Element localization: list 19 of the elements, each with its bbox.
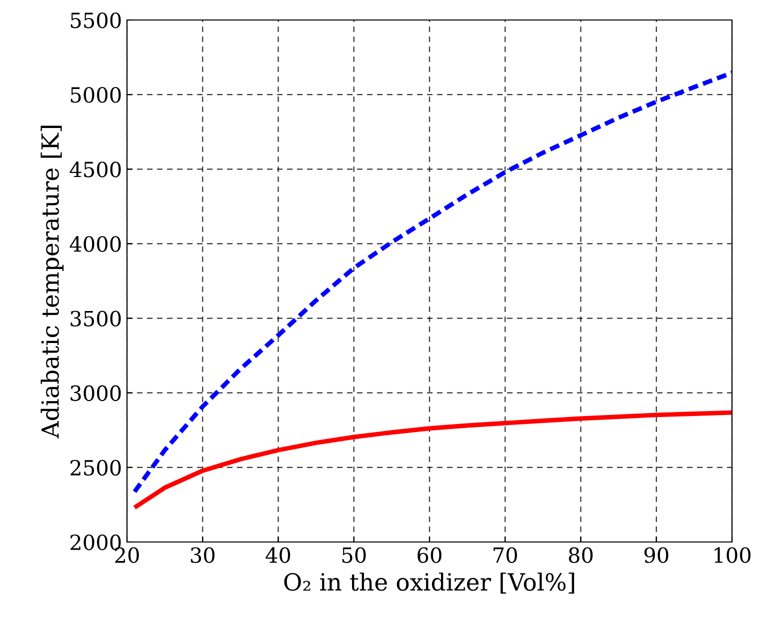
x-tick-label: 40 [266, 547, 290, 563]
x-tick-label: 50 [342, 547, 366, 563]
y-tick-label: 3500 [70, 310, 121, 326]
line-series [132, 70, 732, 494]
y-tick-label: 4000 [70, 236, 121, 252]
y-tick-label: 4500 [70, 162, 121, 178]
y-tick-label: 5000 [70, 87, 121, 103]
x-tick-label: 80 [568, 547, 593, 563]
y-tick-label: 5500 [70, 12, 121, 28]
x-tick-label: 90 [644, 547, 668, 563]
y-axis-title: Adiabatic temperature [K] [40, 126, 64, 438]
y-tick-label: 2500 [70, 460, 121, 476]
line-series [132, 410, 732, 510]
x-tick-label: 60 [418, 547, 442, 563]
x-tick-label: 70 [494, 547, 517, 563]
x-axis-title: O₂ in the oxidizer [Vol%] [284, 572, 574, 594]
x-tick-label: 30 [190, 547, 214, 563]
x-tick-label: 100 [714, 547, 750, 563]
y-tick-label: 3000 [70, 385, 121, 402]
